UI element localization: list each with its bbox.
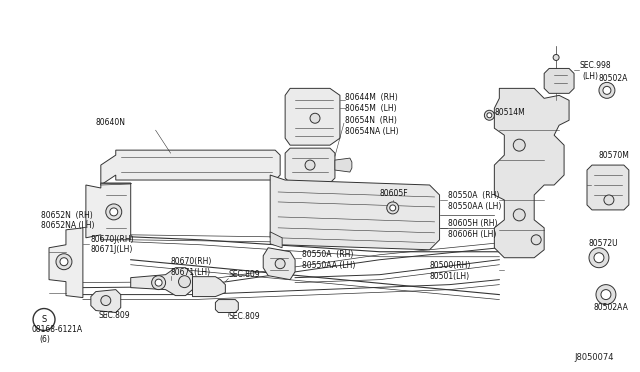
Text: 80606H (LH): 80606H (LH) xyxy=(447,230,496,239)
Circle shape xyxy=(553,54,559,61)
Text: 80502A: 80502A xyxy=(599,74,628,83)
Text: 80550A  (RH): 80550A (RH) xyxy=(302,250,353,259)
Polygon shape xyxy=(335,158,352,172)
Circle shape xyxy=(179,276,191,288)
Polygon shape xyxy=(270,175,440,250)
Circle shape xyxy=(487,113,492,118)
Polygon shape xyxy=(131,268,193,296)
Circle shape xyxy=(33,308,55,330)
Circle shape xyxy=(596,285,616,305)
Text: 80640N: 80640N xyxy=(96,118,126,127)
Polygon shape xyxy=(101,150,280,185)
Text: (LH): (LH) xyxy=(582,72,598,81)
Circle shape xyxy=(60,258,68,266)
Text: 80654N  (RH): 80654N (RH) xyxy=(345,116,397,125)
Circle shape xyxy=(601,290,611,299)
Text: 80501(LH): 80501(LH) xyxy=(429,272,470,281)
Polygon shape xyxy=(49,228,83,298)
Circle shape xyxy=(390,205,396,211)
Text: 80570M: 80570M xyxy=(599,151,630,160)
Circle shape xyxy=(387,202,399,214)
Circle shape xyxy=(531,235,541,245)
Circle shape xyxy=(101,296,111,305)
Text: SEC.809: SEC.809 xyxy=(228,270,260,279)
Polygon shape xyxy=(216,299,238,312)
Text: 08168-6121A: 08168-6121A xyxy=(31,325,82,334)
Polygon shape xyxy=(270,232,282,248)
Circle shape xyxy=(484,110,494,120)
Circle shape xyxy=(305,160,315,170)
Text: 80550A  (RH): 80550A (RH) xyxy=(447,192,499,201)
Circle shape xyxy=(310,113,320,123)
Circle shape xyxy=(275,259,285,269)
Polygon shape xyxy=(263,248,295,280)
Circle shape xyxy=(604,195,614,205)
Text: (6): (6) xyxy=(39,335,50,344)
Circle shape xyxy=(603,86,611,94)
Text: 80670J(RH): 80670J(RH) xyxy=(91,235,134,244)
Text: 80654NA (LH): 80654NA (LH) xyxy=(345,127,399,136)
Circle shape xyxy=(110,208,118,216)
Polygon shape xyxy=(91,290,121,312)
Polygon shape xyxy=(285,148,335,183)
Circle shape xyxy=(594,253,604,263)
Circle shape xyxy=(513,209,525,221)
Text: 80671J(LH): 80671J(LH) xyxy=(91,245,133,254)
Text: 80652N  (RH): 80652N (RH) xyxy=(41,211,93,220)
Circle shape xyxy=(599,82,615,98)
Circle shape xyxy=(56,254,72,270)
Text: SEC.809: SEC.809 xyxy=(228,312,260,321)
Polygon shape xyxy=(544,68,574,93)
Text: 80550AA (LH): 80550AA (LH) xyxy=(302,261,355,270)
Circle shape xyxy=(155,279,162,286)
Polygon shape xyxy=(587,165,629,210)
Text: 80500(RH): 80500(RH) xyxy=(429,261,471,270)
Text: 80550AA (LH): 80550AA (LH) xyxy=(447,202,501,211)
Text: 80670(RH): 80670(RH) xyxy=(171,257,212,266)
Polygon shape xyxy=(193,277,225,296)
Text: SEC.998: SEC.998 xyxy=(579,61,611,70)
Circle shape xyxy=(589,248,609,268)
Circle shape xyxy=(106,204,122,220)
Text: 80605F: 80605F xyxy=(380,189,408,199)
Text: SEC.809: SEC.809 xyxy=(99,311,131,320)
Circle shape xyxy=(152,276,166,290)
Polygon shape xyxy=(494,89,569,258)
Text: S: S xyxy=(42,315,47,324)
Polygon shape xyxy=(285,89,340,145)
Text: J8050074: J8050074 xyxy=(574,353,614,362)
Text: 80605H (RH): 80605H (RH) xyxy=(447,219,497,228)
Circle shape xyxy=(513,139,525,151)
Text: 80502AA: 80502AA xyxy=(594,303,629,312)
Text: 80514M: 80514M xyxy=(494,108,525,117)
Text: 80572U: 80572U xyxy=(589,239,619,248)
Text: 80645M  (LH): 80645M (LH) xyxy=(345,104,397,113)
Polygon shape xyxy=(86,183,131,240)
Text: 80671(LH): 80671(LH) xyxy=(171,268,211,277)
Text: 80652NA (LH): 80652NA (LH) xyxy=(41,221,95,230)
Text: 80644M  (RH): 80644M (RH) xyxy=(345,93,397,102)
